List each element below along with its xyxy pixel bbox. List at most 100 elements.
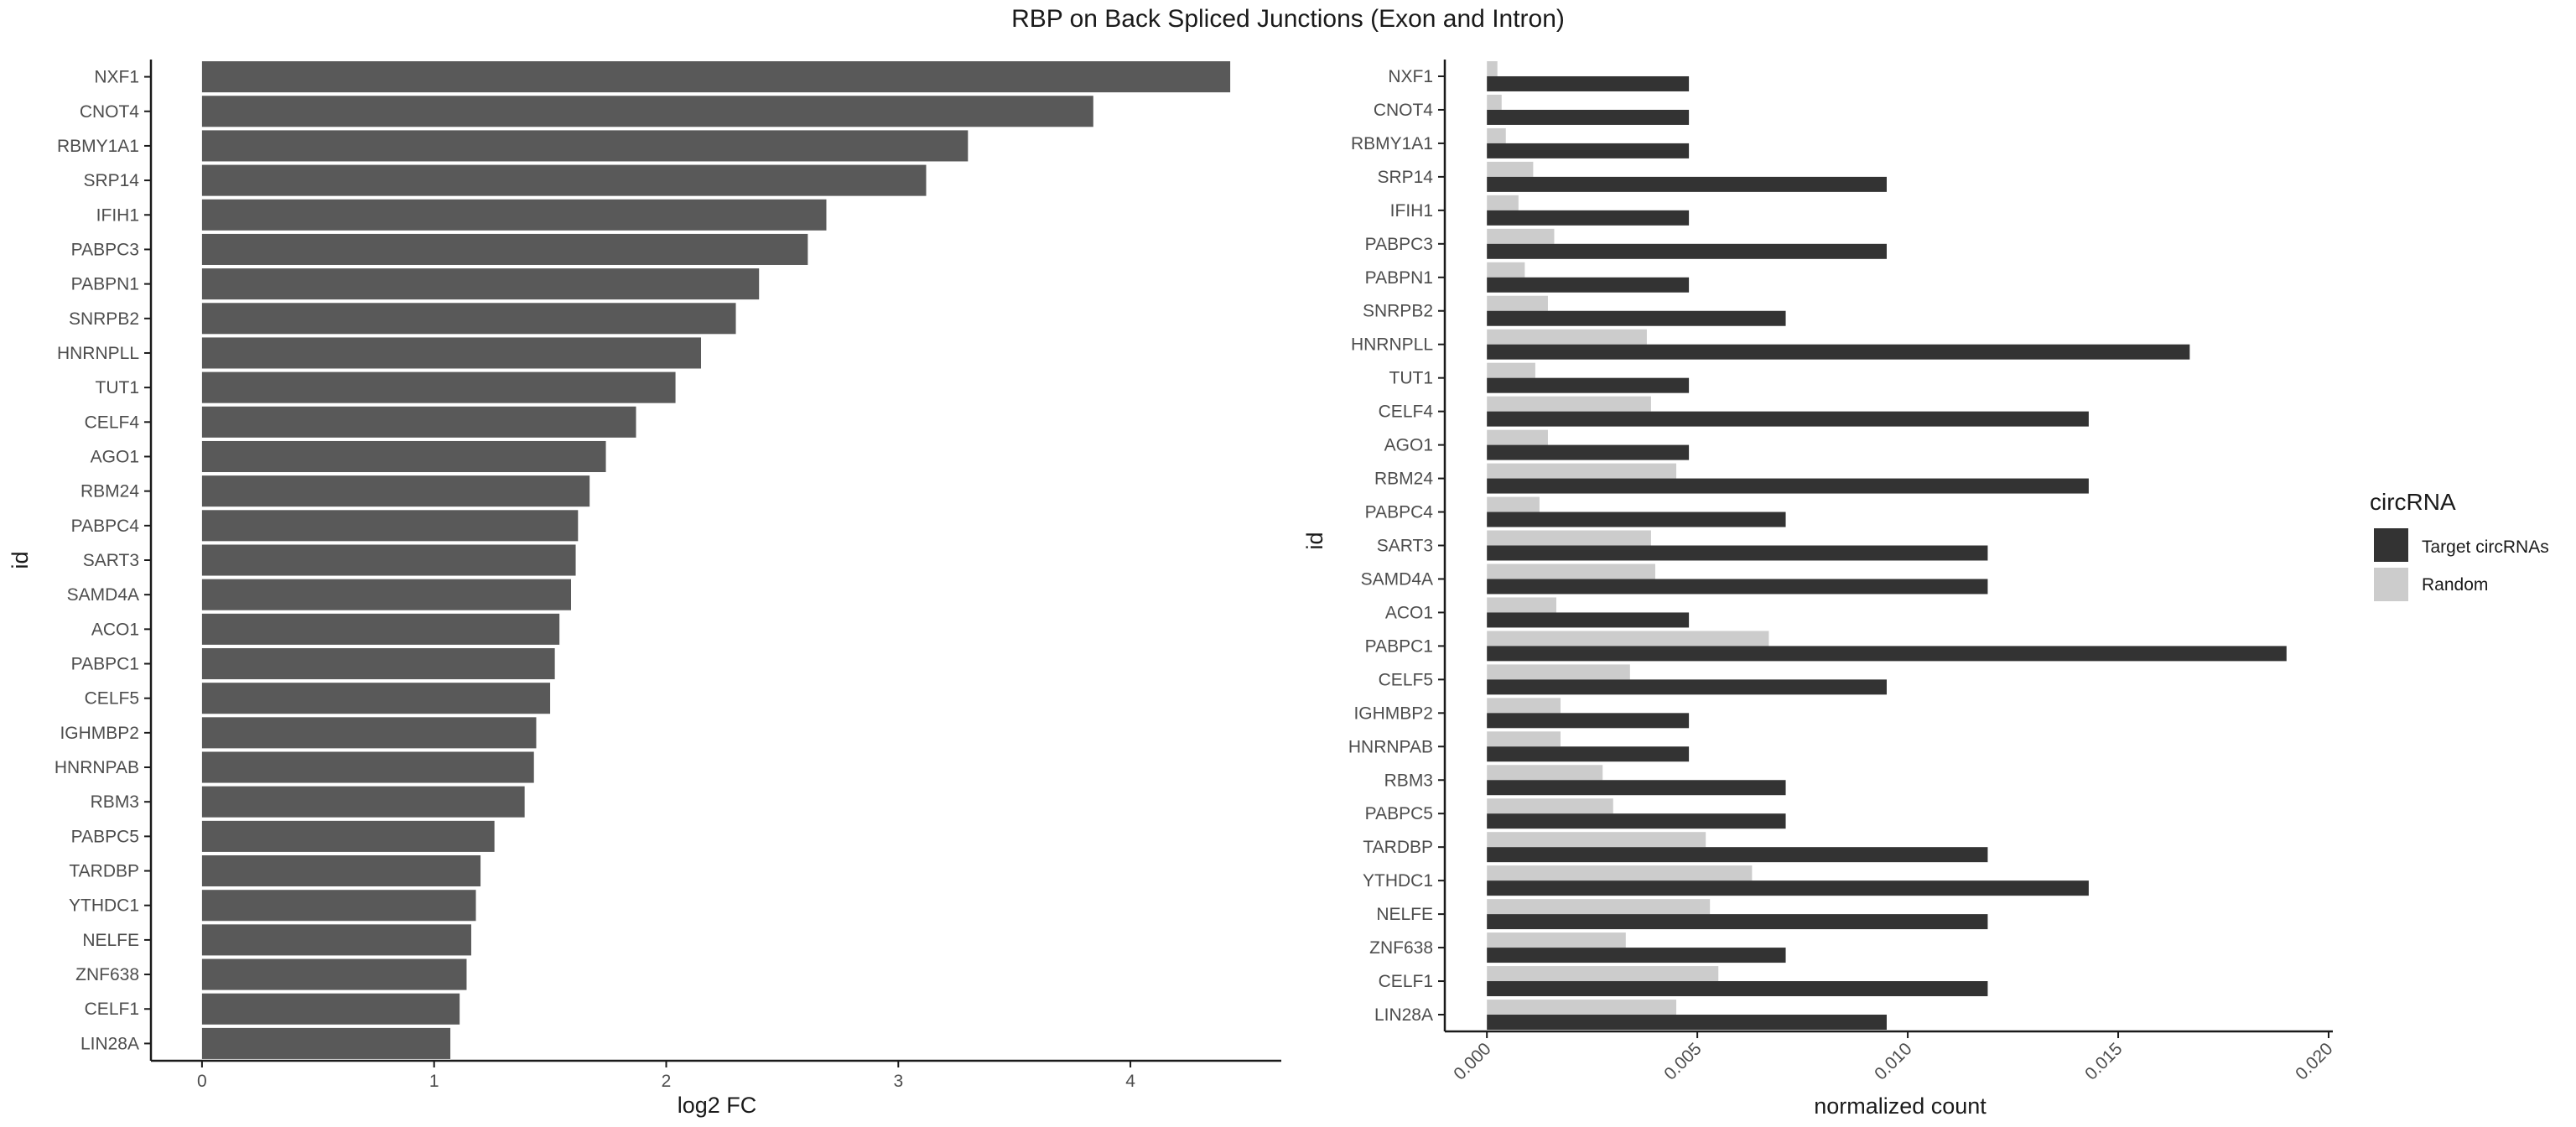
bar-target-srp14 [1487, 176, 1887, 192]
x-tick-label-3: 3 [893, 1072, 903, 1091]
bar-tut1 [201, 371, 676, 403]
legend: circRNA Target circRNAs Random [2370, 489, 2549, 601]
bar-rbm24 [201, 475, 590, 507]
legend-title: circRNA [2370, 489, 2456, 515]
bar-random-ifih1 [1487, 195, 1519, 210]
x-tick-label-1: 1 [429, 1072, 439, 1091]
y-tick-label-pabpc3: PABPC3 [1365, 235, 1433, 254]
y-tick-label-znf638: ZNF638 [75, 965, 139, 984]
y-tick-label-ighmbp2: IGHMBP2 [1353, 704, 1433, 723]
bar-celf4 [201, 406, 636, 438]
log2fc-panel: NXF1 CNOT4 RBMY1A1 SRP14 IFIH1 PABPC3 PABPN1 SN… [55, 60, 1281, 1091]
bar-pabpc3 [201, 233, 808, 265]
left-ylabel: id [8, 551, 33, 569]
y-tick-label-nelfe: NELFE [82, 931, 139, 950]
right-ylabel: id [1302, 532, 1327, 549]
y-tick-label-aco1: ACO1 [91, 620, 139, 639]
bar-random-celf5 [1487, 664, 1630, 680]
bar-random-pabpc1 [1487, 631, 1769, 647]
bar-target-ighmbp2 [1487, 713, 1690, 729]
bar-snrpb2 [201, 303, 736, 335]
bar-random-nxf1 [1487, 60, 1498, 76]
bar-aco1 [201, 613, 560, 645]
y-tick-label-lin28a: LIN28A [80, 1034, 139, 1053]
figure-title: RBP on Back Spliced Junctions (Exon and … [1011, 5, 1565, 33]
y-tick-label-rbmy1a1: RBMY1A1 [1351, 134, 1433, 153]
y-tick-label-sart3: SART3 [83, 551, 139, 570]
bar-random-srp14 [1487, 161, 1534, 177]
bar-srp14 [201, 164, 927, 196]
y-tick-label-tut1: TUT1 [1389, 369, 1434, 388]
y-tick-label-celf1: CELF1 [1379, 972, 1433, 991]
y-tick-label-pabpc5: PABPC5 [71, 827, 139, 846]
bar-random-hnrnpab [1487, 731, 1561, 747]
bar-pabpc1 [201, 647, 555, 680]
bar-ifih1 [201, 199, 827, 231]
bar-random-ighmbp2 [1487, 698, 1561, 714]
y-tick-label-aco1: ACO1 [1385, 603, 1433, 622]
bar-rbm3 [201, 786, 525, 818]
bar-random-hnrnpll [1487, 329, 1647, 345]
legend-swatch-random [2374, 568, 2408, 601]
y-tick-label-pabpc5: PABPC5 [1365, 804, 1433, 823]
bar-random-celf4 [1487, 396, 1651, 412]
y-tick-label-celf4: CELF4 [85, 413, 140, 432]
y-tick-label-ifih1: IFIH1 [1390, 201, 1433, 221]
x-tick-label-0: 0 [197, 1072, 207, 1091]
y-tick-label-ighmbp2: IGHMBP2 [60, 724, 139, 743]
bar-target-pabpc1 [1487, 646, 2287, 662]
y-tick-label-snrpb2: SNRPB2 [1363, 302, 1433, 321]
bar-target-lin28a [1487, 1015, 1887, 1031]
bar-random-aco1 [1487, 597, 1557, 613]
bar-target-tut1 [1487, 377, 1690, 393]
bar-target-celf1 [1487, 981, 1988, 997]
y-tick-label-lin28a: LIN28A [1374, 1005, 1433, 1025]
bar-pabpc5 [201, 820, 495, 852]
bar-target-pabpc4 [1487, 512, 1786, 527]
bar-target-rbm3 [1487, 780, 1786, 796]
y-tick-label-cnot4: CNOT4 [80, 102, 139, 122]
left-xlabel: log2 FC [678, 1093, 757, 1118]
y-tick-label-nelfe: NELFE [1376, 905, 1433, 924]
bar-random-snrpb2 [1487, 295, 1548, 311]
y-tick-label-tardbp: TARDBP [1363, 838, 1433, 857]
bar-ythdc1 [201, 890, 476, 922]
y-tick-label-samd4a: SAMD4A [1361, 569, 1433, 589]
y-tick-label-hnrnpll: HNRNPLL [57, 344, 139, 363]
bar-target-ago1 [1487, 444, 1690, 460]
bar-target-celf5 [1487, 679, 1887, 695]
bar-random-ythdc1 [1487, 865, 1753, 881]
y-tick-label-samd4a: SAMD4A [67, 585, 139, 605]
y-tick-label-tardbp: TARDBP [69, 862, 139, 881]
x-tick-label-4: 4 [1125, 1072, 1135, 1091]
bar-pabpc4 [201, 510, 579, 542]
x-tick-label-0.010: 0.010 [1871, 1039, 1915, 1083]
y-tick-label-hnrnpab: HNRNPAB [1348, 737, 1433, 756]
bar-lin28a [201, 1027, 451, 1059]
bar-target-ifih1 [1487, 210, 1690, 226]
bar-cnot4 [201, 96, 1093, 127]
y-tick-label-celf1: CELF1 [85, 1000, 139, 1019]
y-tick-label-rbm24: RBM24 [80, 482, 139, 501]
bar-random-lin28a [1487, 1000, 1677, 1015]
x-tick-label-2: 2 [662, 1072, 672, 1091]
right-xlabel: normalized count [1814, 1093, 1987, 1119]
bar-random-pabpc4 [1487, 496, 1540, 512]
bar-target-celf4 [1487, 411, 2089, 427]
bar-nelfe [201, 924, 471, 956]
bar-samd4a [201, 579, 572, 610]
bar-random-samd4a [1487, 564, 1655, 579]
bar-nxf1 [201, 61, 1231, 93]
y-tick-label-rbmy1a1: RBMY1A1 [57, 137, 139, 156]
bar-tardbp [201, 855, 481, 887]
y-tick-label-znf638: ZNF638 [1369, 938, 1433, 958]
legend-swatch-target-circrnas [2374, 528, 2408, 562]
x-tick-label-0.005: 0.005 [1660, 1039, 1705, 1083]
y-tick-label-tut1: TUT1 [96, 378, 140, 397]
y-tick-label-pabpn1: PABPN1 [1365, 268, 1433, 288]
bar-random-sart3 [1487, 530, 1651, 546]
bar-random-pabpn1 [1487, 262, 1525, 278]
bar-target-nelfe [1487, 914, 1988, 930]
y-tick-label-pabpc1: PABPC1 [1365, 636, 1433, 656]
